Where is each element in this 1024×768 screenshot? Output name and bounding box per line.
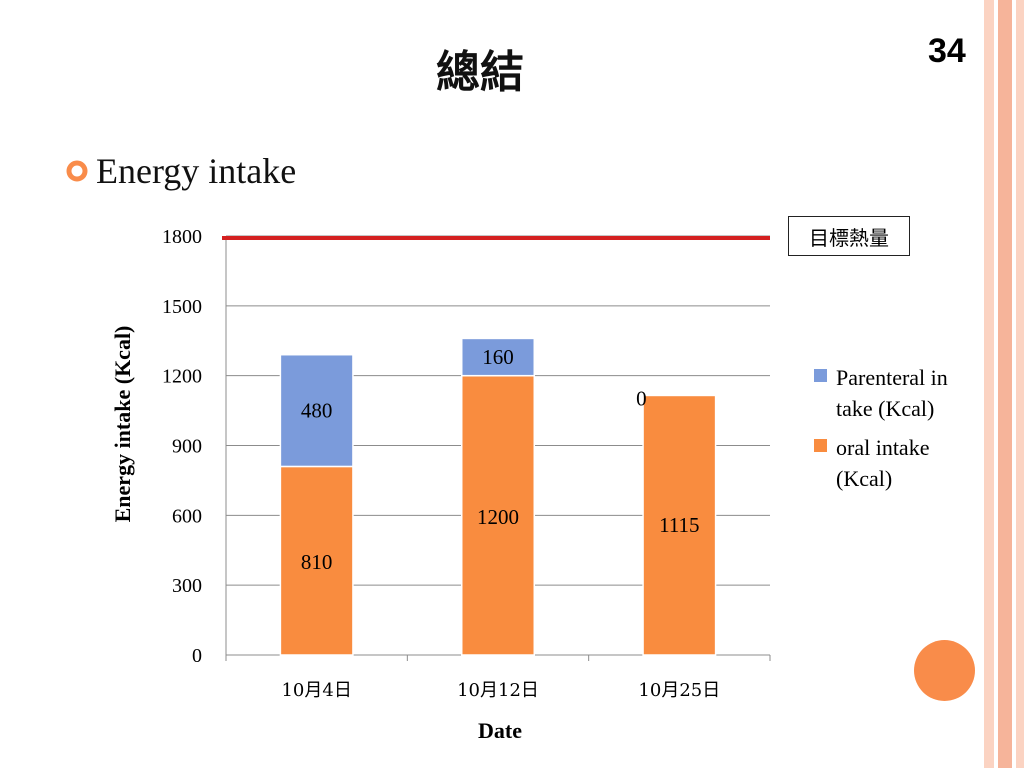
data-label-parenteral: 0 — [636, 386, 647, 410]
y-tick-label: 1800 — [162, 226, 202, 248]
y-tick-label: 900 — [172, 436, 202, 458]
bar-parenteral — [279, 353, 354, 468]
bar-parenteral — [460, 337, 536, 377]
bullet-circle-icon — [66, 160, 88, 182]
chart-legend: Parenteral intake (Kcal) oral intake (Kc… — [814, 362, 964, 502]
bar-oral — [642, 394, 717, 656]
target-energy-label: 目標熱量 — [788, 216, 910, 256]
stripe-3 — [1016, 0, 1024, 768]
data-label-oral: 810 — [301, 550, 333, 574]
legend-swatch-parenteral — [814, 369, 827, 382]
y-tick-label: 1200 — [162, 366, 202, 388]
data-label-parenteral: 160 — [482, 345, 514, 369]
bar-oral — [460, 374, 536, 656]
bullet-text: Energy intake — [96, 151, 297, 191]
stripe-2 — [998, 0, 1012, 768]
x-axis-title: Date — [478, 718, 522, 743]
y-axis-title: Energy intake (Kcal) — [110, 326, 135, 523]
y-tick-label: 300 — [172, 575, 202, 597]
legend-item-parenteral: Parenteral intake (Kcal) — [814, 362, 964, 424]
x-tick-label: 10月12日 — [457, 680, 539, 701]
legend-label-oral: oral intake (Kcal) — [836, 435, 930, 491]
data-label-oral: 1200 — [477, 505, 519, 529]
stripe-1 — [984, 0, 994, 768]
legend-label-parenteral: Parenteral intake (Kcal) — [836, 365, 948, 421]
data-label-oral: 1115 — [659, 513, 699, 537]
y-tick-label: 0 — [192, 645, 202, 667]
legend-item-oral: oral intake (Kcal) — [814, 432, 964, 494]
x-tick-label: 10月4日 — [281, 680, 351, 701]
decorative-orange-circle — [914, 640, 975, 701]
legend-swatch-oral — [814, 439, 827, 452]
data-label-parenteral: 480 — [301, 399, 333, 423]
decorative-stripes — [980, 0, 1024, 768]
y-tick-label: 1500 — [162, 296, 202, 318]
y-tick-label: 600 — [172, 505, 202, 527]
slide-number: 34 — [928, 32, 966, 70]
x-tick-label: 10月25日 — [638, 680, 720, 701]
slide-title: 總結 — [436, 47, 524, 98]
